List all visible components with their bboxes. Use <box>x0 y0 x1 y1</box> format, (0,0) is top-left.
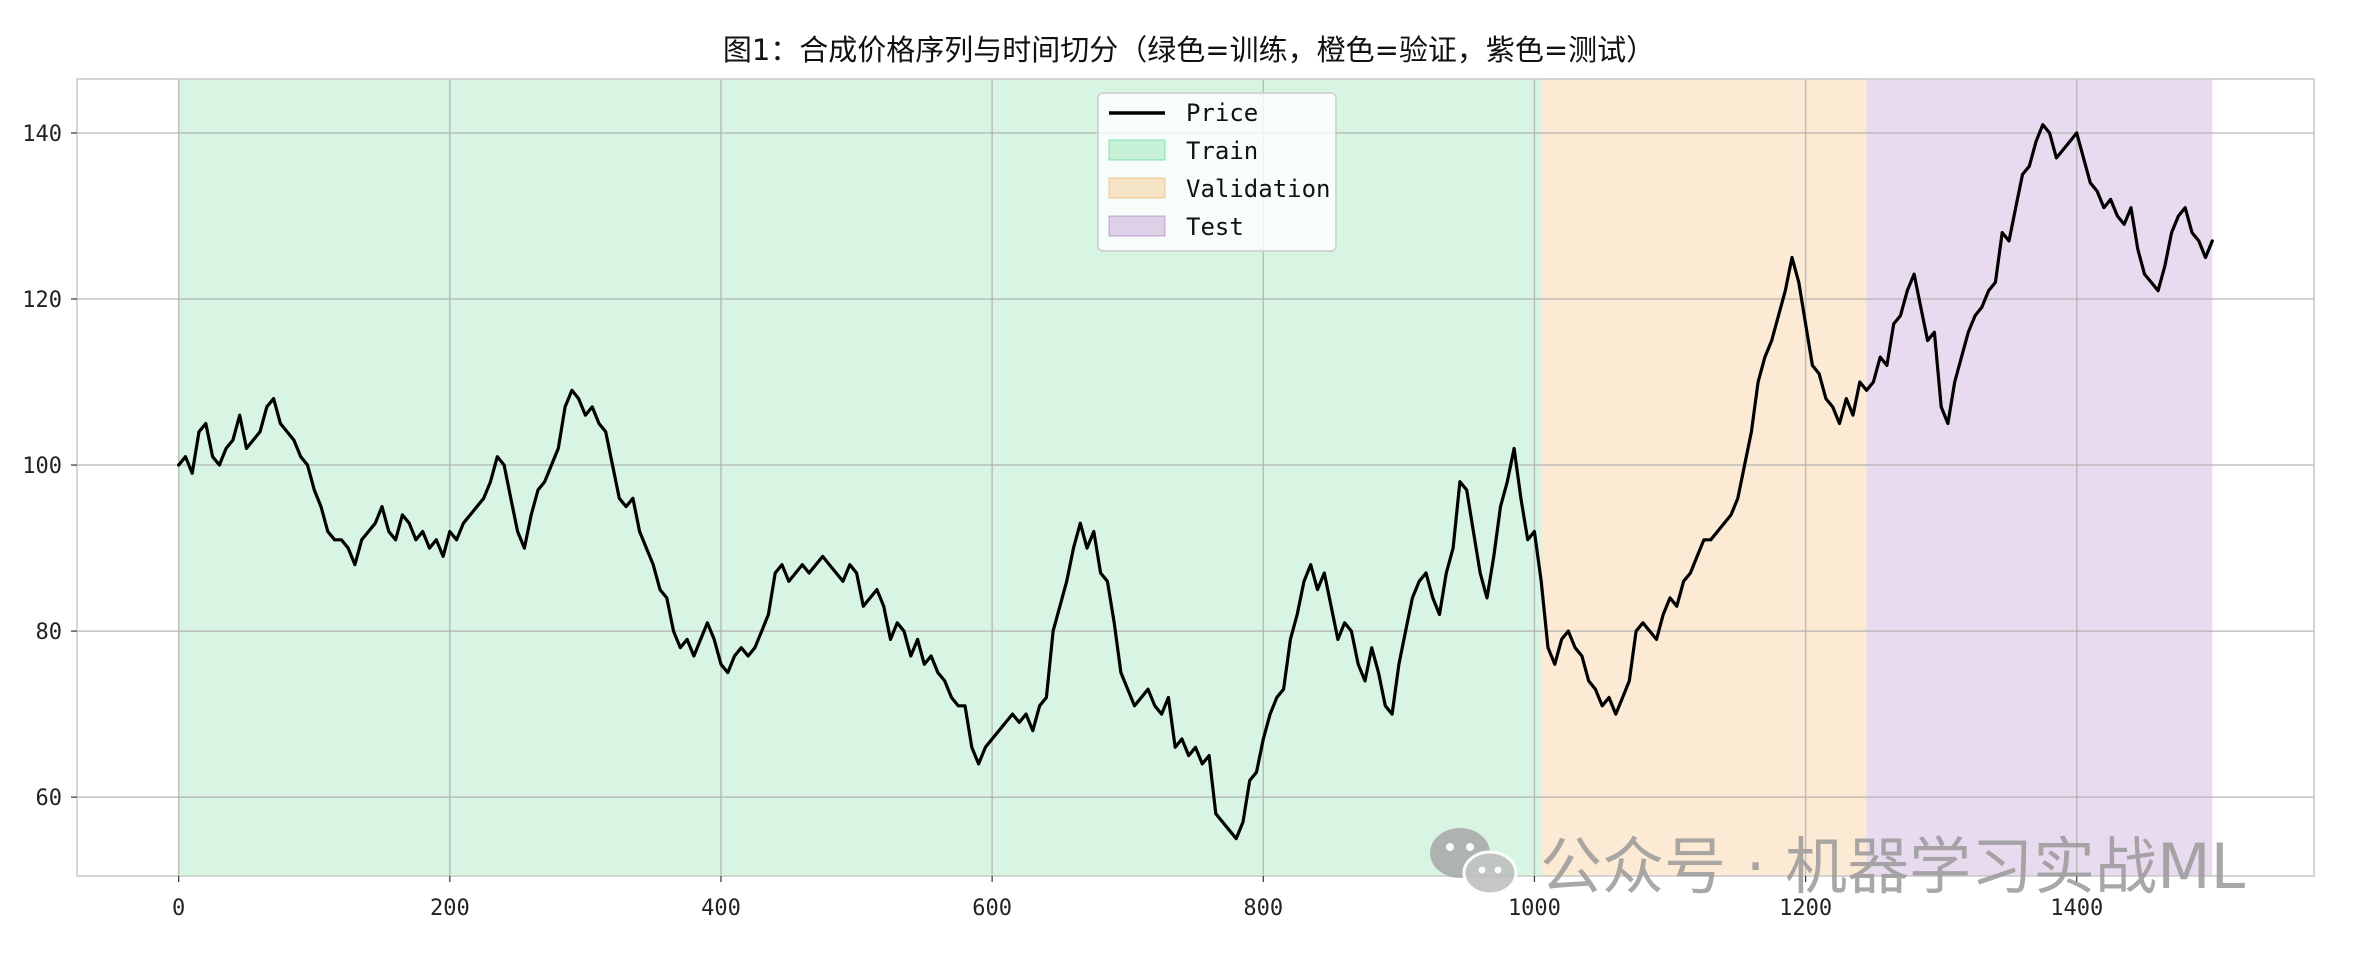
region-validation <box>1541 79 1867 876</box>
legend-label-train: Train <box>1186 137 1258 165</box>
series-line-price <box>177 123 2214 841</box>
x-tick-label: 0 <box>172 896 185 921</box>
legend-swatch-test <box>1108 215 1166 237</box>
plot-frame <box>76 78 2315 877</box>
region-test <box>1866 79 2213 876</box>
region-train <box>178 79 1542 876</box>
y-tick-label: 100 <box>22 454 62 479</box>
y-tick-label: 80 <box>36 620 63 645</box>
legend-swatch-train <box>1108 139 1166 161</box>
wechat-icon <box>1430 828 1518 896</box>
legend-box <box>1097 92 1337 252</box>
watermark-text: 公众号 · 机器学习实战ML <box>1540 830 2246 903</box>
series-layer <box>177 123 2214 841</box>
watermark: 公众号 · 机器学习实战ML <box>1430 828 2246 903</box>
x-tick-label: 1000 <box>1508 896 1561 921</box>
legend: Price Train Validation Test <box>1097 92 1337 252</box>
x-tick-label: 200 <box>430 896 470 921</box>
legend-swatch-validation <box>1108 177 1166 199</box>
x-tick-label: 800 <box>1243 896 1283 921</box>
x-axis-ticks: 0 200 400 600 800 1000 1200 1400 <box>172 876 2103 921</box>
legend-label-test: Test <box>1186 213 1244 241</box>
x-tick-label: 1400 <box>2050 896 2103 921</box>
legend-label-validation: Validation <box>1186 175 1331 203</box>
y-axis-ticks: 60 80 100 120 140 <box>22 122 77 811</box>
y-tick-label: 140 <box>22 122 62 147</box>
y-tick-label: 60 <box>36 786 63 811</box>
x-tick-label: 1200 <box>1779 896 1832 921</box>
x-tick-label: 400 <box>701 896 741 921</box>
y-tick-label: 120 <box>22 288 62 313</box>
x-tick-label: 600 <box>972 896 1012 921</box>
chart-title: 图1：合成价格序列与时间切分（绿色=训练，橙色=验证，紫色=测试） <box>723 33 1655 67</box>
legend-label-price: Price <box>1186 99 1258 127</box>
